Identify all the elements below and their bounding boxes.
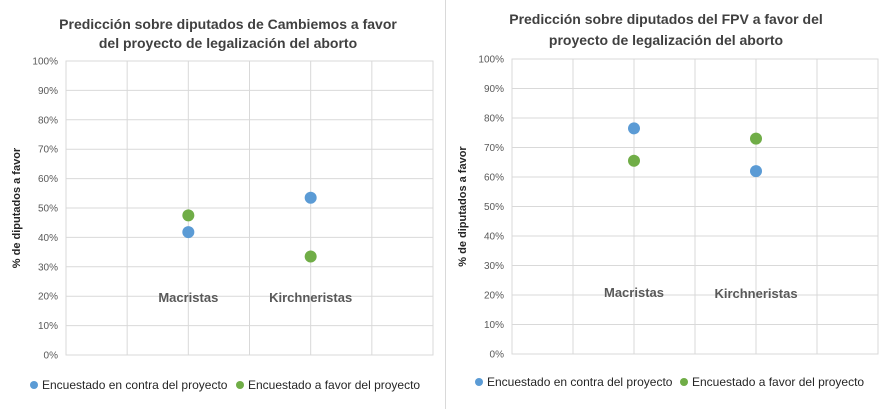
y-tick-label: 0% bbox=[490, 350, 505, 361]
legend-label: Encuestado en contra del proyecto bbox=[42, 378, 228, 392]
y-tick-label: 40% bbox=[38, 233, 58, 244]
y-tick-label: 30% bbox=[484, 261, 504, 272]
y-tick-label: 10% bbox=[38, 321, 58, 332]
y-tick-label: 50% bbox=[484, 202, 504, 213]
y-tick-label: 20% bbox=[484, 291, 504, 302]
y-tick-label: 100% bbox=[478, 55, 504, 66]
chart-right: 0% 10% 20% 30% 40% 50% 60% 70% 80% 90% 100% Predicc… bbox=[446, 0, 891, 409]
y-tick-label: 60% bbox=[484, 173, 504, 184]
chart-right-svg: 0% 10% 20% 30% 40% 50% 60% 70% 80% 90% 100% Predicc… bbox=[457, 11, 879, 389]
y-tick-label: 90% bbox=[484, 84, 504, 95]
chart-title-line: del proyecto de legalización del aborto bbox=[99, 35, 357, 51]
y-tick-label: 70% bbox=[38, 145, 58, 156]
category-label: Kirchneristas bbox=[714, 286, 797, 301]
data-point bbox=[182, 209, 195, 222]
category-label: Kirchneristas bbox=[269, 290, 352, 305]
chart-divider bbox=[445, 0, 446, 409]
y-axis-title: % de diputados a favor bbox=[11, 147, 23, 268]
y-tick-label: 90% bbox=[38, 86, 58, 97]
legend-label: Encuestado en contra del proyecto bbox=[487, 375, 673, 389]
y-tick-label: 80% bbox=[38, 115, 58, 126]
y-tick-label: 60% bbox=[38, 174, 58, 185]
y-tick-label: 20% bbox=[38, 292, 58, 303]
chart-title-line: proyecto de legalización del aborto bbox=[549, 32, 783, 48]
data-point bbox=[750, 165, 762, 178]
chart-title-line: Predicción sobre diputados del FPV a fav… bbox=[509, 11, 823, 27]
y-axis-title: % de diputados a favor bbox=[457, 146, 469, 267]
y-tick-label: 30% bbox=[38, 262, 58, 273]
data-point bbox=[750, 132, 762, 145]
chart-left: 0% 10% 20% 30% 40% 50% 60% 70% 80% 90% 100% Predicc… bbox=[0, 0, 445, 409]
legend-label: Encuestado a favor del proyecto bbox=[248, 378, 420, 392]
y-tick-label: 80% bbox=[484, 114, 504, 125]
y-tick-label: 100% bbox=[32, 57, 58, 68]
category-label: Macristas bbox=[158, 290, 218, 305]
legend-label: Encuestado a favor del proyecto bbox=[692, 375, 864, 389]
y-tick-label: 40% bbox=[484, 232, 504, 243]
y-tick-label: 0% bbox=[44, 351, 59, 362]
data-point bbox=[182, 226, 195, 239]
chart-title-line: Predicción sobre diputados de Cambiemos … bbox=[59, 16, 397, 32]
category-label: Macristas bbox=[604, 285, 664, 300]
data-point bbox=[304, 191, 317, 204]
legend-marker bbox=[30, 381, 38, 389]
data-point bbox=[628, 154, 640, 167]
chart-left-svg: 0% 10% 20% 30% 40% 50% 60% 70% 80% 90% 100% Predicc… bbox=[11, 16, 434, 392]
legend-marker bbox=[680, 378, 688, 386]
legend-marker bbox=[236, 381, 244, 389]
data-point bbox=[628, 122, 640, 135]
y-tick-label: 50% bbox=[38, 204, 58, 215]
legend-marker bbox=[475, 378, 483, 386]
y-tick-label: 70% bbox=[484, 143, 504, 154]
y-tick-label: 10% bbox=[484, 320, 504, 331]
data-point bbox=[304, 250, 317, 263]
